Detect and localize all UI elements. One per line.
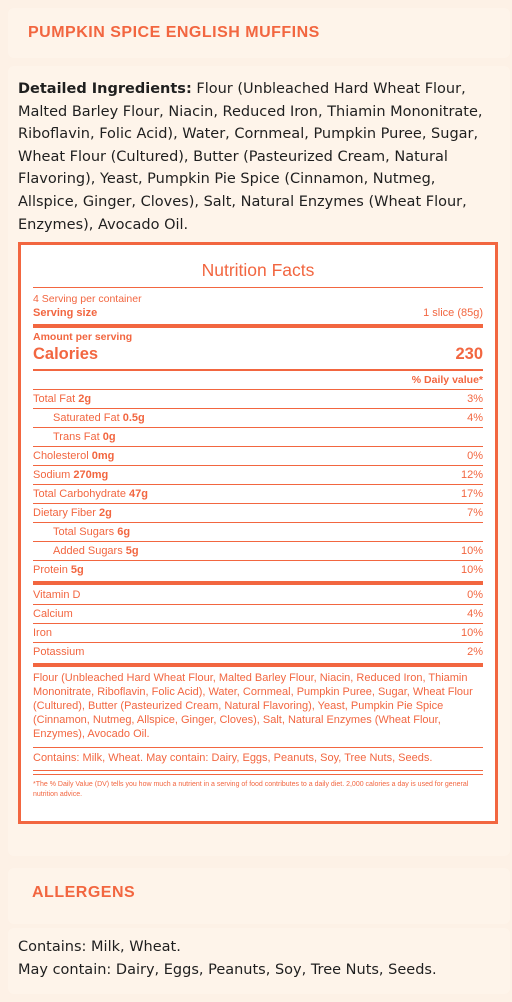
serving-size-row: Serving size 1 slice (85g) xyxy=(33,305,483,321)
nutrient-row-total-fat: Total Fat 2g 3% xyxy=(33,389,483,408)
nutrient-row-protein: Protein 5g 10% xyxy=(33,560,483,579)
allergens-may-contain: May contain: Dairy, Eggs, Peanuts, Soy, … xyxy=(18,962,437,978)
allergens-title: ALLERGENS xyxy=(32,884,136,901)
ingredients-label: Detailed Ingredients: xyxy=(18,81,192,97)
vitamin-row-vitamin-d: Vitamin D 0% xyxy=(33,588,483,601)
panel-ingredients-text: Flour (Unbleached Hard Wheat Flour, Malt… xyxy=(33,672,473,740)
nutrient-row-total-carbohydrate: Total Carbohydrate 47g 17% xyxy=(33,484,483,503)
nutrient-row-cholesterol: Cholesterol 0mg 0% xyxy=(33,446,483,465)
serving-size-value: 1 slice (85g) xyxy=(423,307,483,319)
nutrient-row-added-sugars: Added Sugars 5g 10% xyxy=(33,541,483,560)
allergens-body-card: Contains: Milk, Wheat. May contain: Dair… xyxy=(8,928,510,994)
servings-per-container: 4 Serving per container xyxy=(33,293,142,305)
nutrition-facts-panel: Nutrition Facts 4 Serving per container … xyxy=(18,242,498,824)
daily-value-header: % Daily value* xyxy=(411,374,483,386)
vitamin-row-calcium: Calcium 4% xyxy=(33,604,483,623)
product-title: PUMPKIN SPICE ENGLISH MUFFINS xyxy=(28,24,320,41)
nutrient-list: Total Fat 2g 3% Saturated Fat 0.5g 4% Tr… xyxy=(33,389,483,579)
serving-size-label: Serving size xyxy=(33,307,98,319)
calories-row: Calories 230 xyxy=(33,343,483,365)
vitamin-row-potassium: Potassium 2% xyxy=(33,642,483,661)
nutrition-facts-title: Nutrition Facts xyxy=(201,260,315,280)
nutrient-row-saturated-fat: Saturated Fat 0.5g 4% xyxy=(33,408,483,427)
ingredients-text: Flour (Unbleached Hard Wheat Flour, Malt… xyxy=(18,81,483,233)
vitamin-row-iron: Iron 10% xyxy=(33,623,483,642)
allergens-header-card: ALLERGENS xyxy=(8,868,510,924)
title-card: PUMPKIN SPICE ENGLISH MUFFINS xyxy=(8,8,510,58)
nutrient-row-total-sugars: Total Sugars 6g xyxy=(33,522,483,541)
nutrient-row-trans-fat: Trans Fat 0g xyxy=(33,427,483,446)
nutrient-row-dietary-fiber: Dietary Fiber 2g 7% xyxy=(33,503,483,522)
allergens-contains: Contains: Milk, Wheat. xyxy=(18,939,181,955)
amount-per-serving: Amount per serving xyxy=(33,331,133,343)
daily-value-footnote: *The % Daily Value (DV) tells you how mu… xyxy=(33,781,469,798)
calories-label: Calories xyxy=(33,344,99,363)
calories-value: 230 xyxy=(455,344,483,363)
allergens-text: Contains: Milk, Wheat. May contain: Dair… xyxy=(18,936,437,982)
nutrient-row-sodium: Sodium 270mg 12% xyxy=(33,465,483,484)
panel-contains-text: Contains: Milk, Wheat. May contain: Dair… xyxy=(33,752,433,764)
detailed-ingredients: Detailed Ingredients: Flour (Unbleached … xyxy=(18,78,500,236)
